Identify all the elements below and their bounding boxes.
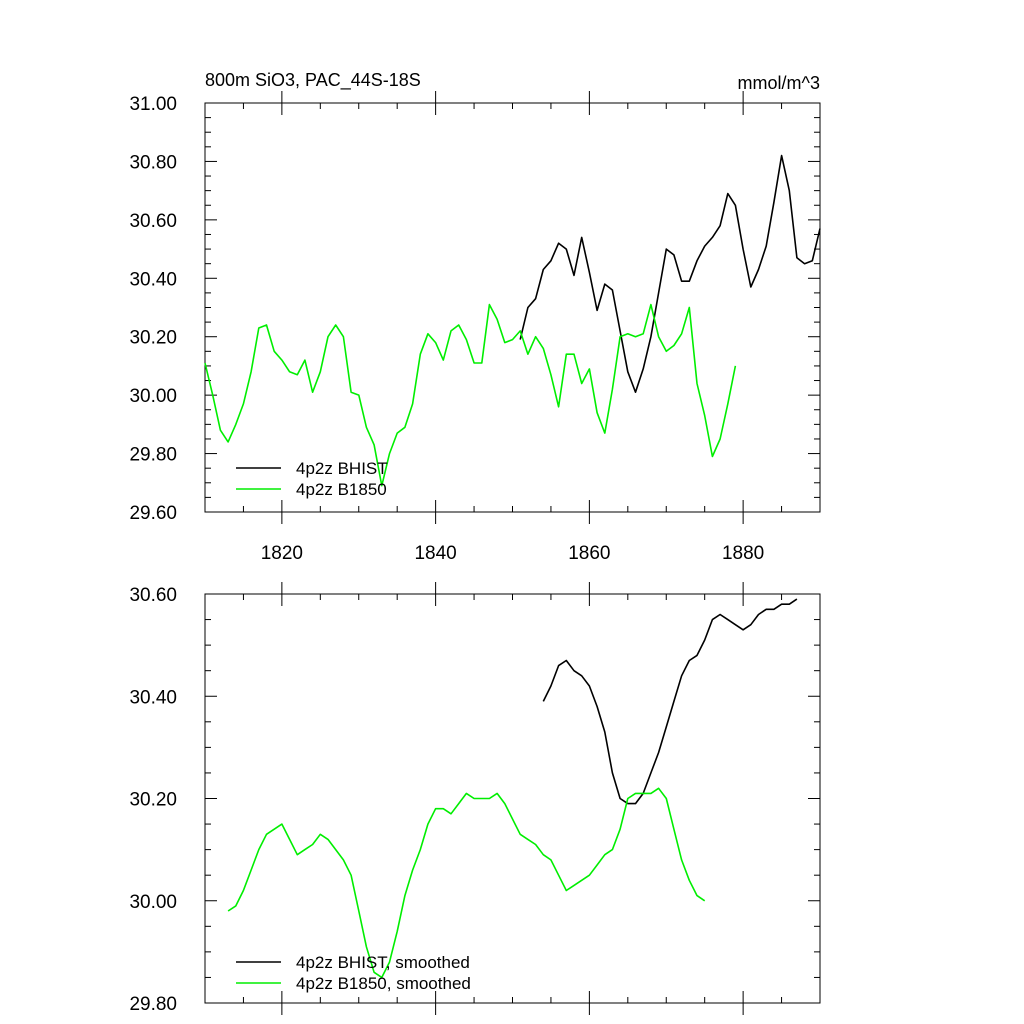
- chart-title: 800m SiO3, PAC_44S-18S: [205, 70, 421, 91]
- y-tick-label: 30.00: [129, 892, 177, 913]
- legend-label: 4p2z B1850, smoothed: [296, 974, 471, 993]
- y-tick-label: 30.60: [129, 585, 177, 606]
- y-tick-label: 29.80: [129, 445, 177, 466]
- x-tick-label: 1840: [414, 543, 456, 564]
- y-tick-label: 29.80: [129, 994, 177, 1015]
- plot-frame: [204, 593, 821, 1004]
- y-tick-label: 30.20: [129, 328, 177, 349]
- x-tick-label: 1880: [722, 543, 764, 564]
- y-tick-label: 29.60: [129, 503, 177, 524]
- top-panel: 1820 1840 1860 1880 29.60 29.80 30.00 30.20 30.4…: [129, 70, 821, 564]
- series-line-0: [542, 598, 798, 805]
- y-tick-label: 30.40: [129, 269, 177, 290]
- series-line-1: [227, 787, 706, 979]
- x-tick-label: 1860: [568, 543, 610, 564]
- plot-frame: [204, 102, 821, 513]
- series-line-0: [519, 154, 821, 394]
- legend-label: 4p2z BHIST, smoothed: [296, 953, 470, 972]
- y-tick-label: 30.20: [129, 790, 177, 811]
- y-tick-label: 30.40: [129, 687, 177, 708]
- legend-label: 4p2z B1850: [296, 480, 387, 499]
- y-tick-label: 30.60: [129, 211, 177, 232]
- units-label: mmol/m^3: [738, 73, 820, 93]
- y-tick-label: 30.80: [129, 152, 177, 173]
- bottom-panel: 29.80 30.00 30.20 30.40 30.60 4p2z BHIST, smo…: [129, 582, 821, 1015]
- series-line-1: [204, 303, 737, 487]
- legend-label: 4p2z BHIST: [296, 459, 388, 478]
- y-tick-label: 30.00: [129, 386, 177, 407]
- y-tick-label: 31.00: [129, 94, 177, 115]
- x-tick-label: 1820: [261, 543, 303, 564]
